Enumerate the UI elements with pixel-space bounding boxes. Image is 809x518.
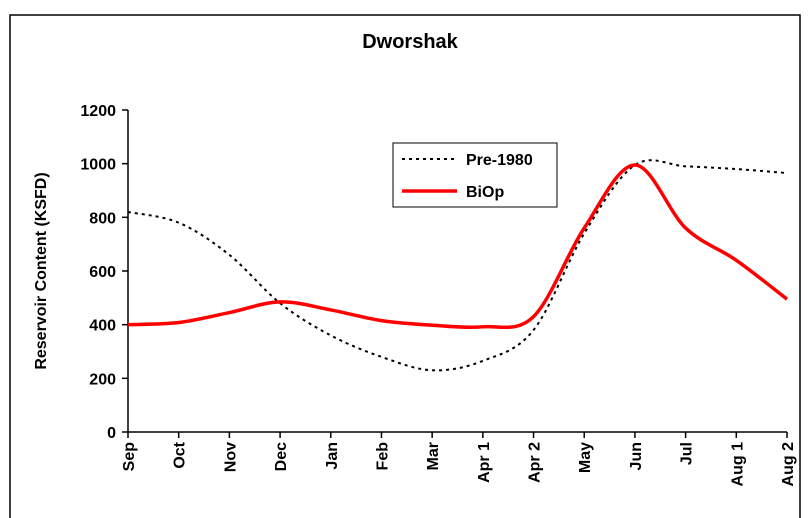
y-tick-label: 600 bbox=[89, 264, 116, 281]
x-tick-label: Apr 2 bbox=[527, 442, 544, 483]
legend-label: Pre-1980 bbox=[466, 152, 533, 169]
chart-frame bbox=[9, 14, 801, 518]
y-axis-label: Reservoir Content (KSFD) bbox=[33, 172, 50, 369]
x-tick-label: Dec bbox=[273, 442, 290, 471]
chart-title: Dworshak bbox=[362, 31, 458, 53]
series-line bbox=[127, 163, 789, 330]
x-tick-label: Aug 2 bbox=[780, 442, 797, 487]
x-tick-label: Jul bbox=[679, 442, 696, 465]
legend-label: BiOp bbox=[466, 184, 504, 201]
x-tick-label: Feb bbox=[374, 442, 391, 471]
x-tick-label: Sep bbox=[121, 442, 138, 472]
x-tick-label: Mar bbox=[425, 442, 442, 470]
x-tick-label: Jan bbox=[324, 442, 341, 470]
x-tick-label: Jun bbox=[628, 442, 645, 470]
x-tick-label: Nov bbox=[222, 442, 239, 472]
y-tick-label: 1000 bbox=[80, 157, 116, 174]
y-tick-label: 800 bbox=[89, 210, 116, 227]
x-tick-label: May bbox=[577, 442, 594, 473]
y-tick-label: 200 bbox=[89, 371, 116, 388]
legend-box bbox=[392, 142, 558, 208]
y-tick-label: 1200 bbox=[80, 103, 116, 120]
x-tick-label: Oct bbox=[172, 441, 189, 468]
y-tick-label: 0 bbox=[107, 425, 116, 442]
x-tick-label: Aug 1 bbox=[729, 442, 746, 487]
x-tick-label: Apr 1 bbox=[476, 442, 493, 483]
y-tick-label: 400 bbox=[89, 318, 116, 335]
